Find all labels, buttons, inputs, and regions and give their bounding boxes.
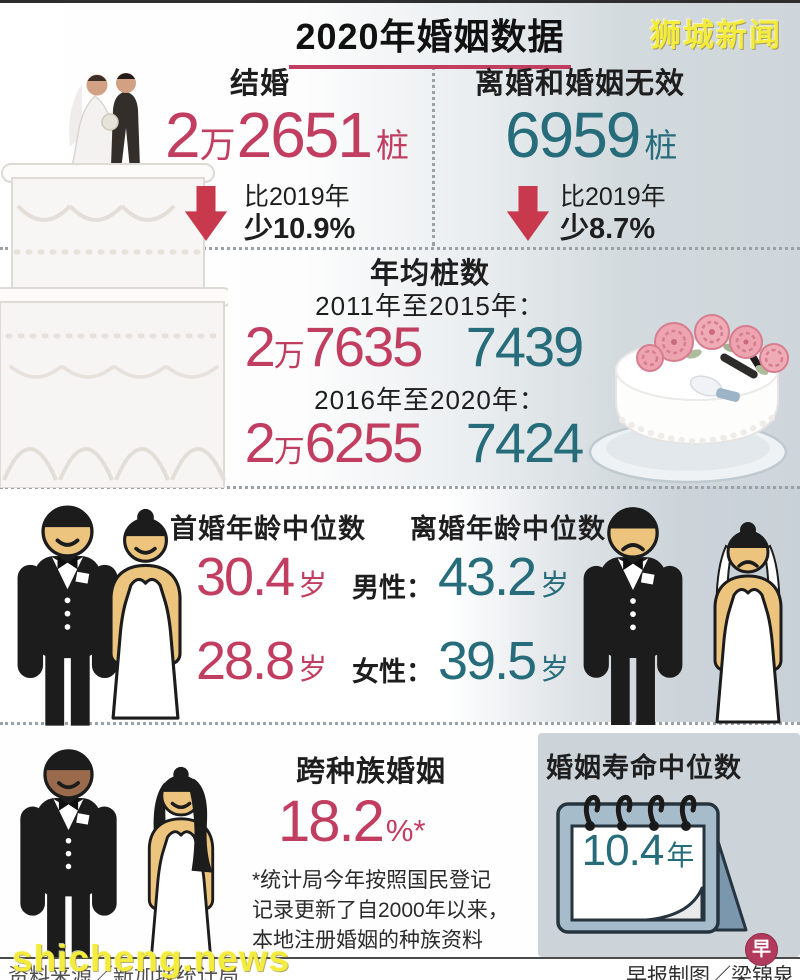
period-label: 2011年至2015年： (315, 291, 545, 321)
age-unit: 岁 (298, 654, 328, 686)
age-value: 43.2 (438, 547, 537, 607)
footer-divider (0, 957, 800, 980)
dotted-divider (0, 722, 800, 725)
dotted-divider (0, 247, 800, 250)
divorce-total: 6959 桩 (505, 98, 677, 172)
age-value: 28.8 (196, 631, 295, 691)
pct-unit: %* (385, 813, 426, 848)
first-marriage-age-title: 首婚年龄中位数 (170, 514, 366, 544)
avg-value: 7635 (304, 315, 424, 378)
wedding-cake-photo (0, 73, 228, 488)
divorce-age-title: 离婚年龄中位数 (410, 514, 606, 544)
decrease-arrow-icon (184, 186, 228, 241)
cake-tiers (0, 163, 228, 488)
divorce-comparison: 比2019年 少8.7% (560, 183, 666, 245)
period-label: 2016年至2020年： (314, 385, 546, 415)
duration-unit: 年 (666, 840, 695, 871)
watermark-top: 狮城新闻 (650, 18, 782, 53)
cake-topper-figurines (69, 73, 140, 173)
marriage-label: 结婚 (230, 68, 291, 100)
footnote-line: *统计局今年按照国民登记 (252, 869, 492, 892)
avg-divorce-2011-2015: 7439 (465, 315, 585, 378)
marriage-value: 2651 (236, 99, 373, 171)
bride-sad-illustration (693, 520, 800, 725)
divorce-compare-year: 比2019年 (560, 183, 666, 211)
divorce-value: 6959 (505, 99, 641, 171)
bride-happy-illustration (88, 505, 203, 723)
zaobao-logo: 早 (745, 933, 778, 966)
male-label: 男性： (352, 573, 433, 603)
interracial-value: 18.2%* (278, 788, 426, 855)
footnote: *统计局今年按照国民登记 记录更新了自2000年以来， 本地注册婚姻的种族资料 (252, 866, 542, 956)
avg-marriage-2016-2020: 2万6255 (233, 410, 433, 475)
avg-value: 6255 (304, 411, 424, 474)
divorce-compare-change: 少8.7% (560, 212, 656, 245)
groom-sad-illustration (578, 500, 688, 725)
marriage-compare-year: 比2019年 (244, 183, 350, 211)
marriage-compare-change: 少10.9% (244, 212, 356, 245)
groom-happy-illustration (12, 498, 123, 726)
bride-longhair-illustration (128, 765, 234, 962)
annual-average-title: 年均桩数 (369, 258, 490, 290)
first-marriage-age-female: 28.8 岁 (196, 630, 327, 692)
watermark-bottom: shicheng.news (12, 938, 291, 979)
calendar-icon (556, 795, 748, 934)
first-marriage-age-male: 30.4 岁 (196, 546, 327, 608)
divorce-label: 离婚和婚姻无效 (475, 68, 686, 100)
age-unit: 岁 (298, 570, 328, 602)
avg-marriage-2011-2015: 2万7635 (233, 314, 433, 379)
duration-value: 10.4 年 (572, 826, 704, 876)
age-unit: 岁 (540, 654, 570, 686)
dotted-divider (0, 486, 800, 489)
decrease-arrow-icon (506, 186, 550, 241)
divorce-age-male: 43.2 岁 (438, 546, 569, 608)
marriage-comparison: 比2019年 少10.9% (244, 183, 356, 245)
duration-number: 10.4 (581, 826, 665, 875)
avg-prefix: 2 (244, 315, 276, 378)
rose-decorations (636, 314, 789, 375)
groom-interracial-illustration (15, 742, 122, 962)
avg-wan: 万 (273, 338, 305, 373)
avg-divorce-2016-2020: 7424 (465, 411, 585, 474)
spiral-rings (583, 795, 697, 827)
header: 2020年婚姻数据 (230, 8, 630, 69)
page-title: 2020年婚姻数据 (289, 8, 571, 69)
footnote-line: 本地注册婚姻的种族资料 (252, 929, 483, 952)
age-value: 39.5 (438, 631, 537, 691)
divorce-age-female: 39.5 岁 (438, 630, 569, 692)
avg-prefix: 2 (244, 411, 276, 474)
marriage-unit: 桩 (375, 127, 409, 164)
divorce-unit: 桩 (644, 127, 678, 164)
pct-value: 18.2 (278, 789, 385, 854)
age-value: 30.4 (196, 547, 295, 607)
footnote-line: 记录更新了自2000年以来， (252, 899, 509, 922)
graphic-credit: 早报制图／梁锦泉 (626, 965, 794, 980)
marriage-total: 2万2651 桩 (165, 98, 409, 172)
dotted-divider-vertical (432, 66, 435, 246)
source-credit: 资料来源／新加坡统计局 (8, 965, 239, 980)
top-border (0, 0, 800, 3)
age-unit: 岁 (540, 570, 570, 602)
divorce-cake-photo (588, 314, 789, 484)
female-label: 女性： (352, 657, 433, 687)
duration-title: 婚姻寿命中位数 (546, 753, 742, 783)
avg-wan: 万 (273, 434, 305, 469)
marriage-wan: 万 (199, 124, 236, 165)
marriage-prefix: 2 (165, 99, 201, 171)
interracial-title: 跨种族婚姻 (296, 756, 447, 788)
